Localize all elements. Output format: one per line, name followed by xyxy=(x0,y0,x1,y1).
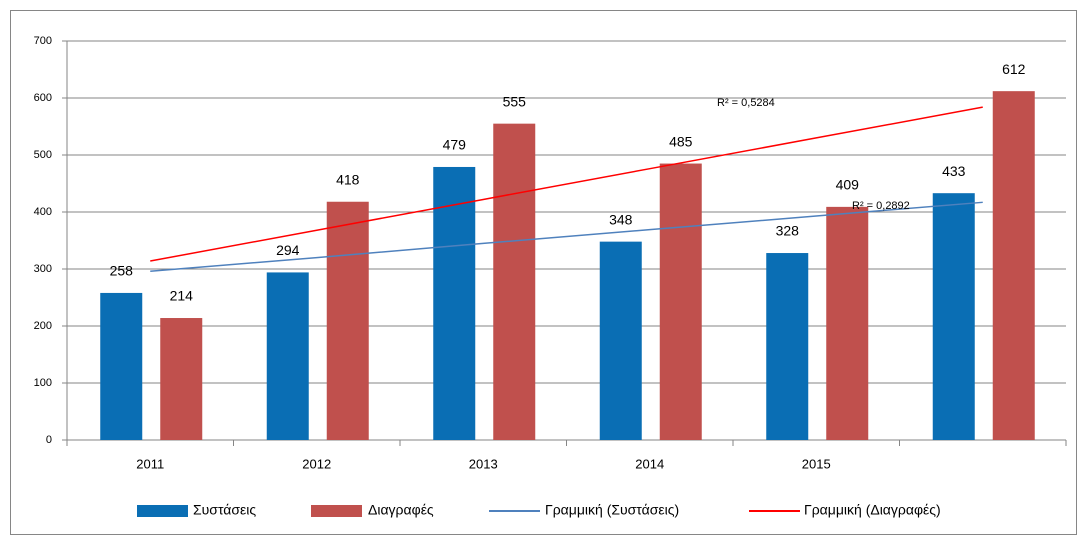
bar xyxy=(100,292,143,440)
data-label: 214 xyxy=(170,288,194,304)
bar xyxy=(992,91,1035,440)
legend-label: Γραμμική (Συστάσεις) xyxy=(545,502,679,518)
trend-line xyxy=(150,201,983,273)
data-label: 485 xyxy=(669,133,693,149)
x-tick-label: 2012 xyxy=(302,456,331,471)
chart-border xyxy=(10,10,1077,535)
data-label: 418 xyxy=(336,171,360,187)
x-tick-label: 2015 xyxy=(802,456,831,471)
x-tick-label: 2013 xyxy=(469,456,498,471)
y-tick-label: 100 xyxy=(34,377,52,389)
annotation: R² = 0,2892 xyxy=(852,200,910,212)
y-tick-label: 0 xyxy=(46,434,52,446)
y-tick-label: 500 xyxy=(34,149,52,161)
data-label: 258 xyxy=(110,263,134,279)
data-label: 328 xyxy=(776,223,800,239)
data-label: 294 xyxy=(276,242,300,258)
legend-swatch xyxy=(137,505,188,517)
y-tick-label: 300 xyxy=(34,263,52,275)
trend-line xyxy=(150,106,983,262)
data-label: 479 xyxy=(443,137,467,153)
x-tick-label: 2014 xyxy=(635,456,664,471)
data-label: 433 xyxy=(942,163,966,179)
bar xyxy=(493,123,536,441)
data-label: 555 xyxy=(503,93,527,109)
legend-swatch xyxy=(311,505,362,517)
legend-label: Γραμμική (Διαγραφές) xyxy=(804,502,941,518)
x-tick-label: 2011 xyxy=(136,456,164,471)
legend-label: Διαγραφές xyxy=(368,502,434,518)
bar xyxy=(599,241,642,440)
legend-label: Συστάσεις xyxy=(193,502,256,518)
bar xyxy=(433,166,476,440)
annotation: R² = 0,5284 xyxy=(717,97,775,109)
y-tick-label: 700 xyxy=(34,35,52,47)
bar xyxy=(932,193,975,440)
data-label: 348 xyxy=(609,211,633,227)
y-tick-label: 600 xyxy=(34,92,52,104)
bar xyxy=(160,318,203,440)
y-tick-label: 200 xyxy=(34,320,52,332)
bar xyxy=(266,272,309,440)
bar xyxy=(659,163,702,441)
data-label: 612 xyxy=(1002,61,1026,77)
data-label: 409 xyxy=(836,177,860,193)
bar xyxy=(766,253,809,440)
bar xyxy=(826,206,869,440)
bar xyxy=(326,201,369,440)
y-tick-label: 400 xyxy=(34,206,52,218)
